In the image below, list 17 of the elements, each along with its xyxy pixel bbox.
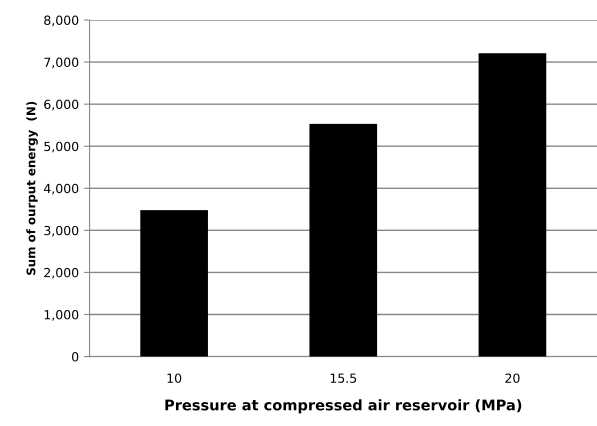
bar — [309, 124, 378, 357]
y-tick-label: 6,000 — [44, 100, 78, 110]
y-tick-label: 8,000 — [44, 15, 78, 26]
y-tick-label: 1,000 — [44, 310, 78, 321]
y-tick-label: 2,000 — [44, 268, 78, 279]
y-axis-title: Sum of ourput energy (N) — [26, 102, 38, 275]
bar — [140, 210, 208, 357]
bar — [478, 53, 546, 357]
x-tick-label: 10 — [168, 373, 182, 383]
y-tick-label: 5,000 — [44, 142, 78, 152]
y-tick-label: 7,000 — [44, 58, 78, 68]
y-tick-label: 4,000 — [44, 184, 78, 194]
x-axis-title: Pressure at compressed air reservoir (MPa) — [165, 399, 522, 414]
y-tick-label: 3,000 — [44, 226, 78, 237]
y-tick-label: 0 — [72, 352, 78, 362]
x-tick-label: 15.5 — [330, 374, 356, 383]
x-tick-label: 20 — [505, 373, 520, 383]
